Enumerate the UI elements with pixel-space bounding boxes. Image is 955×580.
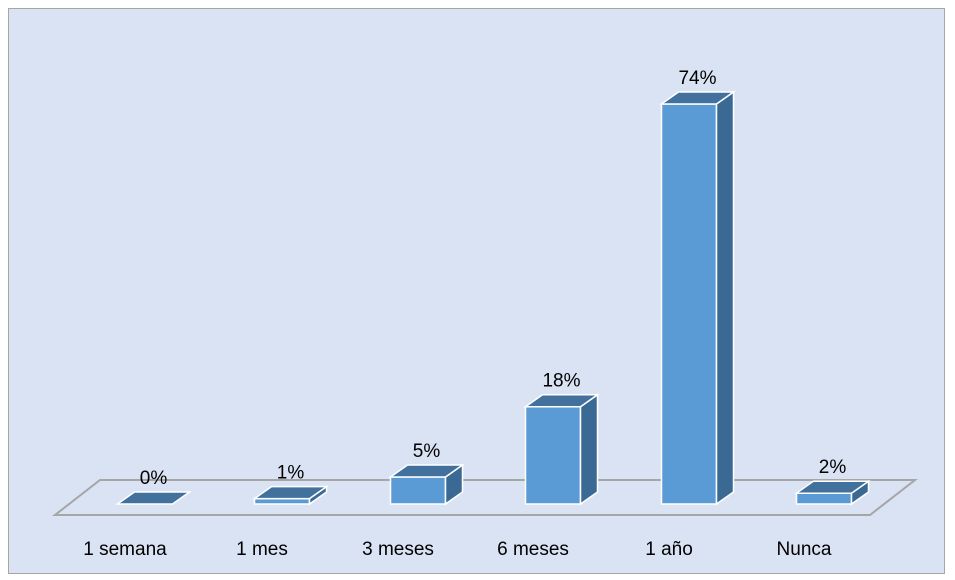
bar-front-1 (253, 497, 311, 505)
data-label-0: 0% (140, 468, 168, 489)
bar-front-5 (795, 492, 853, 505)
category-label-4: 1 año (645, 539, 693, 560)
category-label-0: 1 semana (83, 539, 167, 560)
data-label-2: 5% (413, 441, 441, 462)
chart-floor (52, 479, 918, 516)
bar-top-4 (659, 91, 736, 105)
data-label-3: 18% (542, 371, 580, 392)
bar-top-2 (388, 464, 465, 478)
bar-top-3 (523, 393, 600, 408)
data-label-4: 74% (678, 68, 716, 89)
bar-top-5 (794, 480, 871, 494)
bar-top-1 (252, 485, 329, 500)
bar-front-2 (389, 476, 447, 505)
bar-front-4 (660, 103, 718, 505)
bar-side-4 (715, 90, 735, 506)
data-label-1: 1% (277, 463, 305, 484)
data-label-5: 2% (819, 457, 847, 478)
bar-side-3 (579, 393, 599, 506)
category-label-3: 6 meses (497, 539, 569, 560)
bar-front-3 (524, 405, 582, 505)
category-label-1: 1 mes (236, 539, 288, 560)
category-label-2: 3 meses (362, 539, 434, 560)
bar-top-0 (115, 491, 192, 505)
category-label-5: Nunca (777, 539, 832, 560)
